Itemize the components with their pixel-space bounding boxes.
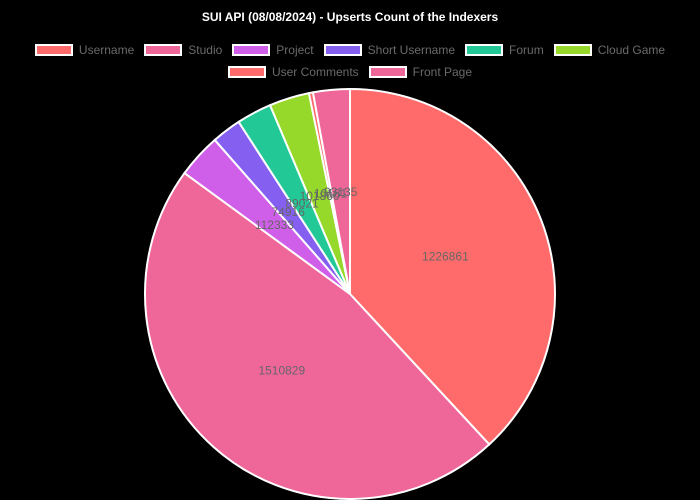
legend-item[interactable]: Username <box>34 42 135 58</box>
legend-label: Project <box>276 43 314 57</box>
pie-slice[interactable] <box>144 171 491 500</box>
legend-swatch <box>227 66 266 78</box>
legend-item[interactable]: Short Username <box>323 42 456 58</box>
pie-slice[interactable] <box>311 87 351 295</box>
slice-value-label: 93135 <box>324 185 358 199</box>
legend: Username Studio Project Short Username Forum… <box>20 42 680 80</box>
legend-item[interactable]: Studio <box>144 42 222 58</box>
slice-value-label: 1226861 <box>422 250 469 264</box>
legend-label: Cloud Game <box>597 43 666 57</box>
legend-label: Forum <box>509 43 544 57</box>
slice-value-label: 89021 <box>285 196 319 210</box>
legend-label: Username <box>78 43 135 57</box>
legend-label: Short Username <box>367 43 456 57</box>
legend-swatch <box>465 44 504 56</box>
chart-title: SUI API (08/08/2024) - Upserts Count of … <box>201 10 499 24</box>
legend-label: User Comments <box>271 65 359 79</box>
legend-swatch <box>323 44 362 56</box>
legend-swatch <box>34 44 73 56</box>
pie-slice[interactable] <box>349 87 556 446</box>
legend-label: Studio <box>188 43 223 57</box>
legend-item[interactable]: Front Page <box>368 64 473 80</box>
legend-item[interactable]: Cloud Game <box>553 42 666 58</box>
legend-swatch <box>368 66 407 78</box>
legend-item[interactable]: Project <box>232 42 314 58</box>
slice-value-label: 10181 <box>314 186 348 200</box>
slice-value-label: 101860 <box>300 189 340 203</box>
slice-value-label: 112333 <box>255 218 294 232</box>
slice-value-label: 1510829 <box>258 364 305 378</box>
slice-value-label: 74916 <box>272 205 306 219</box>
legend-swatch <box>144 44 183 56</box>
legend-swatch <box>232 44 271 56</box>
legend-swatch <box>553 44 592 56</box>
legend-item[interactable]: User Comments <box>227 64 359 80</box>
legend-label: Front Page <box>412 65 473 79</box>
legend-item[interactable]: Forum <box>465 42 544 58</box>
